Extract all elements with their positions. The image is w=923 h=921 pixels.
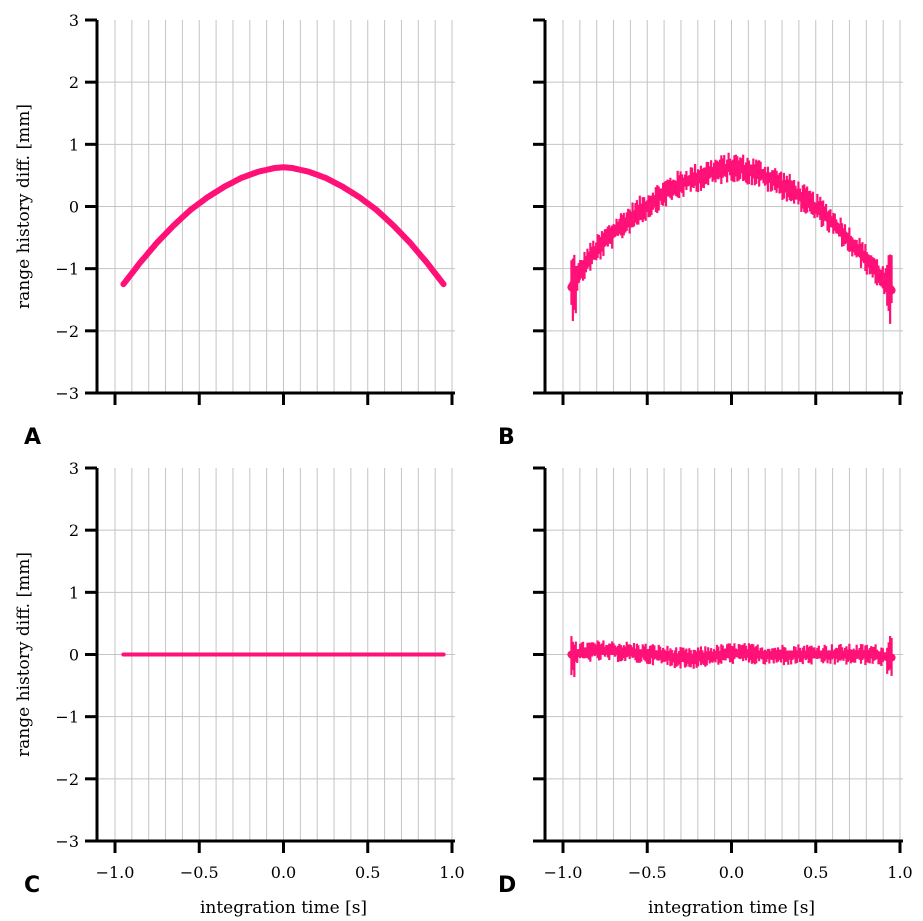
y-tick-label: 0 bbox=[69, 198, 79, 217]
panel-letter: A bbox=[24, 425, 41, 450]
y-tick-label: −3 bbox=[55, 832, 79, 851]
panel-letter: C bbox=[24, 873, 40, 898]
y-tick-label: −2 bbox=[55, 322, 79, 341]
series-line bbox=[120, 164, 447, 288]
panel-b: B bbox=[498, 18, 903, 450]
x-tick-label: 0.5 bbox=[355, 863, 380, 882]
y-tick-label: 3 bbox=[69, 459, 79, 478]
x-tick-label: 0.0 bbox=[719, 863, 744, 882]
y-tick-label: 1 bbox=[69, 135, 79, 154]
y-axis-title: range history diff. [mm] bbox=[14, 104, 34, 309]
y-tick-label: 2 bbox=[69, 521, 79, 540]
grid bbox=[545, 20, 903, 393]
y-tick-label: −2 bbox=[55, 770, 79, 789]
panel-a: −3 −2 −1 0 1 2 3 range history diff. [mm] A bbox=[14, 11, 455, 450]
x-tick-label: −1.0 bbox=[96, 863, 135, 882]
y-tick-label: −1 bbox=[55, 260, 79, 279]
y-tick-label: 3 bbox=[69, 11, 79, 30]
x-tick-label: 0.0 bbox=[271, 863, 296, 882]
x-tick-label: −0.5 bbox=[180, 863, 219, 882]
panel-d: −1.0 −0.5 0.0 0.5 1.0 integration time [s] D bbox=[498, 466, 913, 918]
x-axis-title: integration time [s] bbox=[200, 898, 367, 918]
y-tick-label: −3 bbox=[55, 384, 79, 403]
y-tick-label: −1 bbox=[55, 708, 79, 727]
x-tick-label: −1.0 bbox=[544, 863, 583, 882]
series-line bbox=[567, 162, 896, 295]
x-tick-label: −0.5 bbox=[628, 863, 667, 882]
y-axis-title: range history diff. [mm] bbox=[14, 552, 34, 757]
x-axis-title: integration time [s] bbox=[648, 898, 815, 918]
panel-c: −3 −2 −1 0 1 2 3 −1.0 −0.5 0.0 0.5 1.0 range history… bbox=[14, 459, 465, 918]
x-tick-label: 1.0 bbox=[439, 863, 464, 882]
series-line bbox=[567, 646, 896, 663]
y-tick-label: 2 bbox=[69, 73, 79, 92]
y-tick-label: 0 bbox=[69, 646, 79, 665]
x-tick-label: 0.5 bbox=[803, 863, 828, 882]
x-tick-label: 1.0 bbox=[887, 863, 912, 882]
panel-letter: B bbox=[498, 425, 515, 450]
grid bbox=[97, 20, 455, 393]
panel-letter: D bbox=[498, 873, 516, 898]
y-tick-label: 1 bbox=[69, 583, 79, 602]
